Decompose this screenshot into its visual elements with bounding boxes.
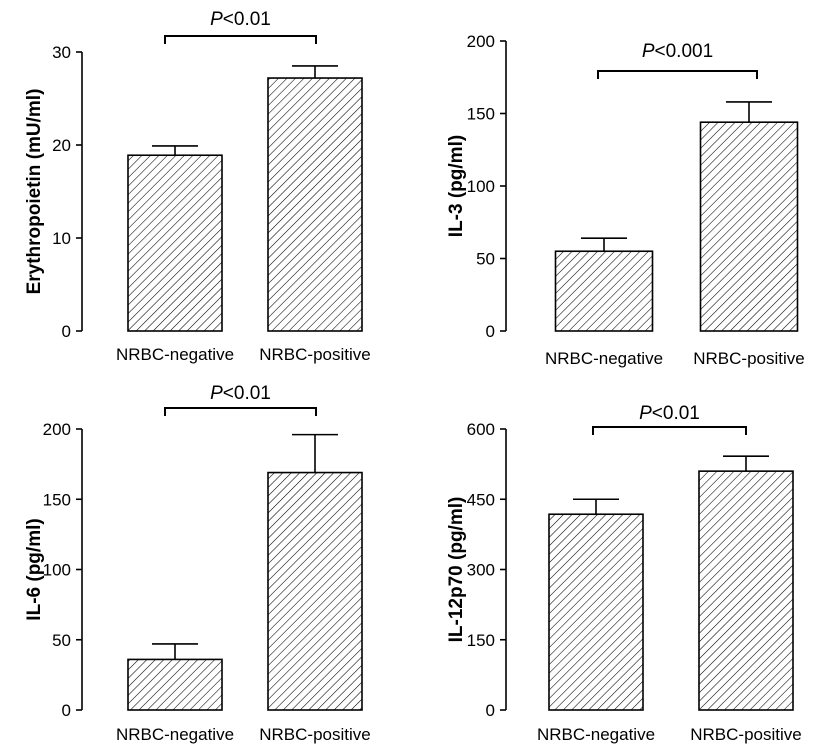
- x-tick-label-2: NRBC-positive: [259, 725, 370, 744]
- y-tick-label: 150: [467, 631, 495, 650]
- x-tick-label-2: NRBC-positive: [259, 345, 370, 364]
- y-tick-label: 0: [62, 701, 71, 720]
- y-tick-label: 300: [467, 561, 495, 580]
- significance-label: P<0.01: [210, 383, 271, 404]
- chart-panel-2: 0 50 100 150 200 IL-3 (pg/ml) NRBC-negative NRB…: [446, 32, 805, 368]
- y-tick-label: 200: [467, 32, 495, 51]
- bar-1: [127, 658, 223, 711]
- significance-bracket: [164, 407, 317, 416]
- y-tick-label: 20: [52, 136, 71, 155]
- chart-panel-3: 0 50 100 150 200 IL-6 (pg/ml) NRBC-negative NRB…: [24, 383, 371, 744]
- bar-1: [127, 154, 223, 332]
- significance-bracket: [597, 70, 758, 79]
- y-tick-label: 100: [43, 561, 71, 580]
- y-axis-label: Erythropoietin (mU/ml): [24, 89, 45, 295]
- y-tick-label: 10: [52, 229, 71, 248]
- y-tick-label: 150: [467, 105, 495, 124]
- y-tick-label: 50: [52, 631, 71, 650]
- bar-2: [267, 77, 363, 332]
- y-axis-label: IL-3 (pg/ml): [446, 135, 467, 237]
- x-tick-label-2: NRBC-positive: [690, 725, 801, 744]
- y-tick-label: 100: [467, 177, 495, 196]
- bar-2: [699, 121, 799, 332]
- significance-label: P<0.01: [639, 403, 700, 424]
- chart-panel-1: 0 10 20 30 Erythropoietin (mU/ml) NRBC-negati…: [24, 9, 371, 364]
- y-axis-label: IL-12p70 (pg/ml): [446, 497, 467, 643]
- x-tick-label-2: NRBC-positive: [693, 349, 804, 368]
- y-tick-label: 450: [467, 490, 495, 509]
- y-tick-label: 30: [52, 43, 71, 62]
- x-tick-label-1: NRBC-negative: [116, 725, 234, 744]
- bar-2: [267, 471, 363, 711]
- y-tick-label: 150: [43, 490, 71, 509]
- bar-1: [548, 513, 644, 711]
- bar-1: [554, 250, 654, 332]
- x-tick-label-1: NRBC-negative: [537, 725, 655, 744]
- y-tick-label: 0: [486, 701, 495, 720]
- significance-label: P<0.001: [642, 41, 713, 62]
- bar-2: [698, 470, 794, 711]
- y-tick-label: 0: [62, 322, 71, 341]
- x-tick-label-1: NRBC-negative: [545, 349, 663, 368]
- y-axis-label: IL-6 (pg/ml): [24, 518, 45, 620]
- x-tick-label-1: NRBC-negative: [116, 345, 234, 364]
- y-tick-label: 50: [476, 250, 495, 269]
- significance-label: P<0.01: [210, 9, 271, 30]
- significance-bracket: [164, 35, 317, 44]
- significance-bracket: [592, 426, 747, 435]
- y-tick-label: 0: [486, 322, 495, 341]
- chart-panel-4: 0 150 300 450 600 IL-12p70 (pg/ml) NRBC-negati…: [446, 403, 802, 744]
- y-tick-label: 200: [43, 420, 71, 439]
- y-tick-label: 600: [467, 420, 495, 439]
